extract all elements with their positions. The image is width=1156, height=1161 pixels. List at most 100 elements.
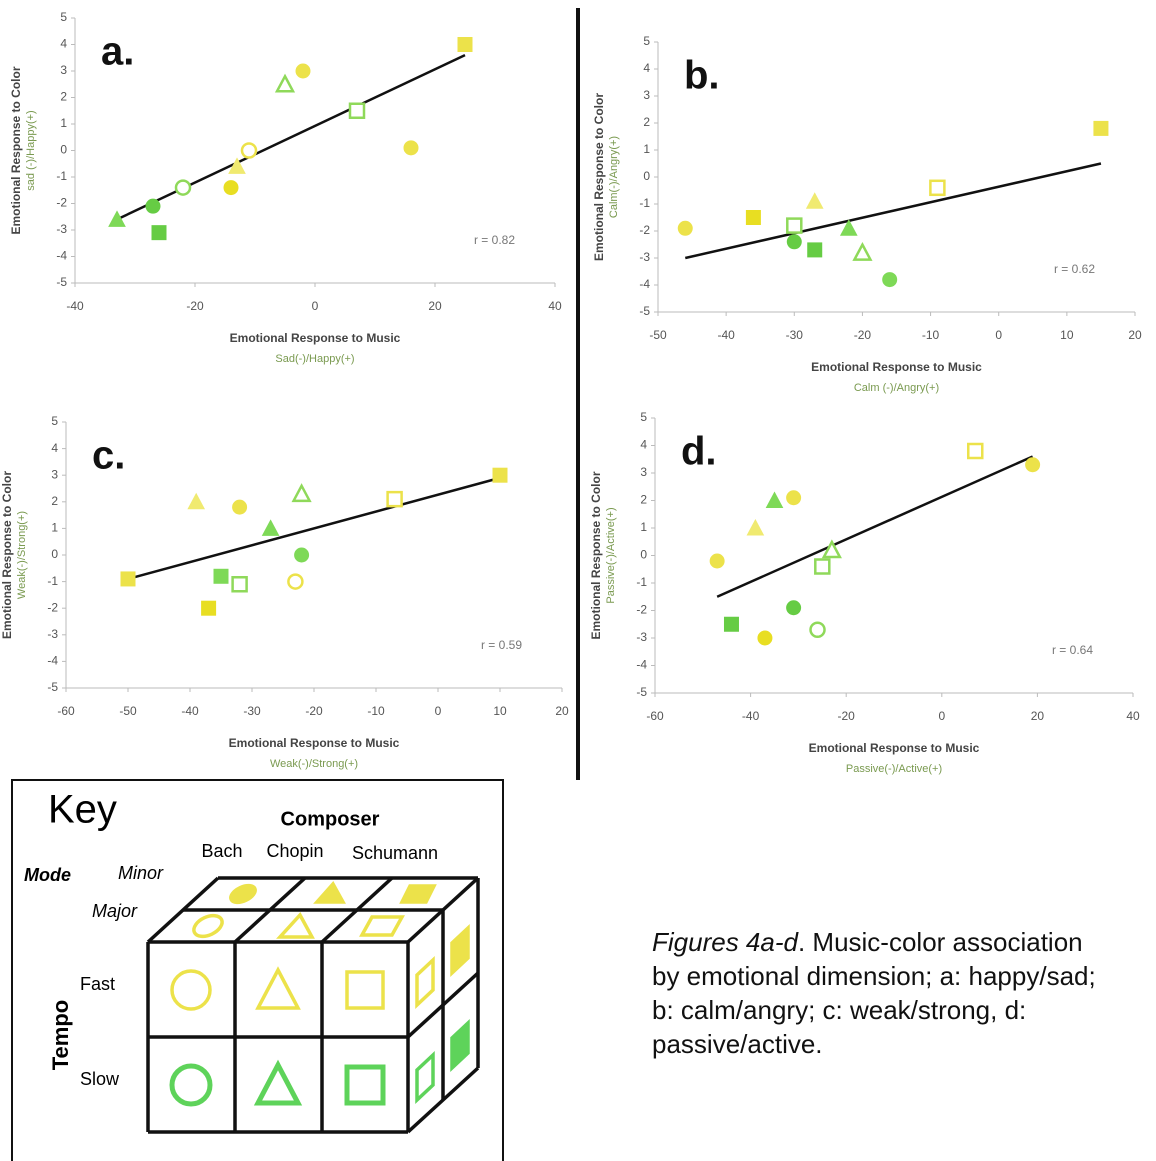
mode-name: Minor [118,863,164,883]
composer-name: Schumann [352,843,438,863]
y-tick-label: -5 [636,685,647,699]
y-tick-label: 0 [51,547,58,561]
y-tick-label: 2 [60,90,67,104]
panel-label: d. [681,430,717,474]
x-tick-label: -30 [786,328,804,342]
trend-line [128,478,500,579]
x-tick-label: 10 [493,704,507,718]
y-tick-label: 4 [60,37,67,51]
panel-label: b. [684,54,720,98]
x-tick-label: 20 [555,704,569,718]
point [968,444,982,458]
point [808,243,822,257]
y-axis-subtitle: Weak(-)/Strong(+) [16,511,28,599]
y-tick-label: -4 [636,658,647,672]
x-tick-label: -40 [66,299,84,313]
point [109,211,125,226]
point [146,199,160,213]
y-axis-subtitle: Calm(-)/Angry(+) [608,136,620,218]
tempo-name: Fast [80,974,115,994]
key: Key Composer Bach Chopin Schumann Mode M… [12,780,503,1161]
caption: Figures 4a-d. Music-color association by… [652,925,1112,1061]
x-tick-label: 0 [312,299,319,313]
x-tick-label: 20 [1128,328,1142,342]
y-tick-label: -3 [639,250,650,264]
x-tick-label: -10 [367,704,385,718]
y-tick-label: 2 [51,494,58,508]
figure-ref: Figures 4a-d [652,927,798,957]
y-tick-label: -5 [56,275,67,289]
point [233,577,247,591]
y-tick-label: 5 [51,414,58,428]
x-axis-subtitle: Passive(-)/Active(+) [846,763,942,775]
tempo-label: Tempo [48,1000,73,1070]
point [815,560,829,574]
point [233,500,247,514]
y-tick-label: -2 [639,223,650,237]
annotation: r = 0.82 [474,233,515,247]
point [883,273,897,287]
point [458,38,472,52]
x-tick-label: -30 [243,704,261,718]
x-tick-label: 20 [1031,709,1045,723]
point [176,181,190,195]
y-axis-title: Emotional Response to Color [589,471,603,639]
y-tick-label: -4 [56,249,67,263]
y-tick-label: -2 [56,196,67,210]
composer-label: Composer [281,808,380,830]
y-tick-label: 1 [643,142,650,156]
x-axis-subtitle: Weak(-)/Strong(+) [270,758,358,770]
x-tick-label: 0 [435,704,442,718]
x-tick-label: -20 [186,299,204,313]
y-tick-label: -5 [639,304,650,318]
point [787,601,801,615]
point [263,520,279,535]
y-tick-label: -5 [47,680,58,694]
point [350,104,364,118]
y-tick-label: 3 [640,465,647,479]
x-tick-label: -60 [57,704,75,718]
y-tick-label: 2 [640,493,647,507]
y-tick-label: 0 [60,143,67,157]
y-tick-label: 3 [60,63,67,77]
key-title: Key [48,788,117,832]
panel-label: a. [101,30,134,74]
x-tick-label: -50 [119,704,137,718]
x-tick-label: 40 [548,299,562,313]
point [747,520,763,535]
y-axis-title: Emotional Response to Color [0,471,14,639]
y-tick-label: 5 [643,34,650,48]
point [710,554,724,568]
point [811,623,825,637]
x-tick-label: -60 [646,709,664,723]
tempo-name: Slow [80,1069,120,1089]
y-axis-subtitle: sad (-)/Happy(+) [25,110,37,190]
point [404,141,418,155]
annotation: r = 0.64 [1052,643,1093,657]
y-tick-label: -3 [56,222,67,236]
x-tick-label: -10 [922,328,940,342]
y-tick-label: -2 [47,600,58,614]
panel-label: c. [92,434,125,478]
point [388,492,402,506]
y-axis-subtitle: Passive(-)/Active(+) [605,507,617,603]
point [277,76,293,91]
x-tick-label: -20 [854,328,872,342]
x-tick-label: -20 [305,704,323,718]
cube-frame [148,878,478,1132]
x-axis-title: Emotional Response to Music [229,736,400,750]
x-axis-subtitle: Calm (-)/Angry(+) [854,382,939,394]
y-axis-title: Emotional Response to Color [592,93,606,261]
y-tick-label: 4 [640,438,647,452]
point [288,575,302,589]
point [767,493,783,508]
point [807,193,823,208]
y-tick-label: -3 [47,627,58,641]
y-tick-label: 1 [60,116,67,130]
point [294,486,310,501]
point [202,601,216,615]
point [188,494,204,509]
point [493,468,507,482]
y-tick-label: -4 [47,654,58,668]
y-tick-label: 0 [643,169,650,183]
